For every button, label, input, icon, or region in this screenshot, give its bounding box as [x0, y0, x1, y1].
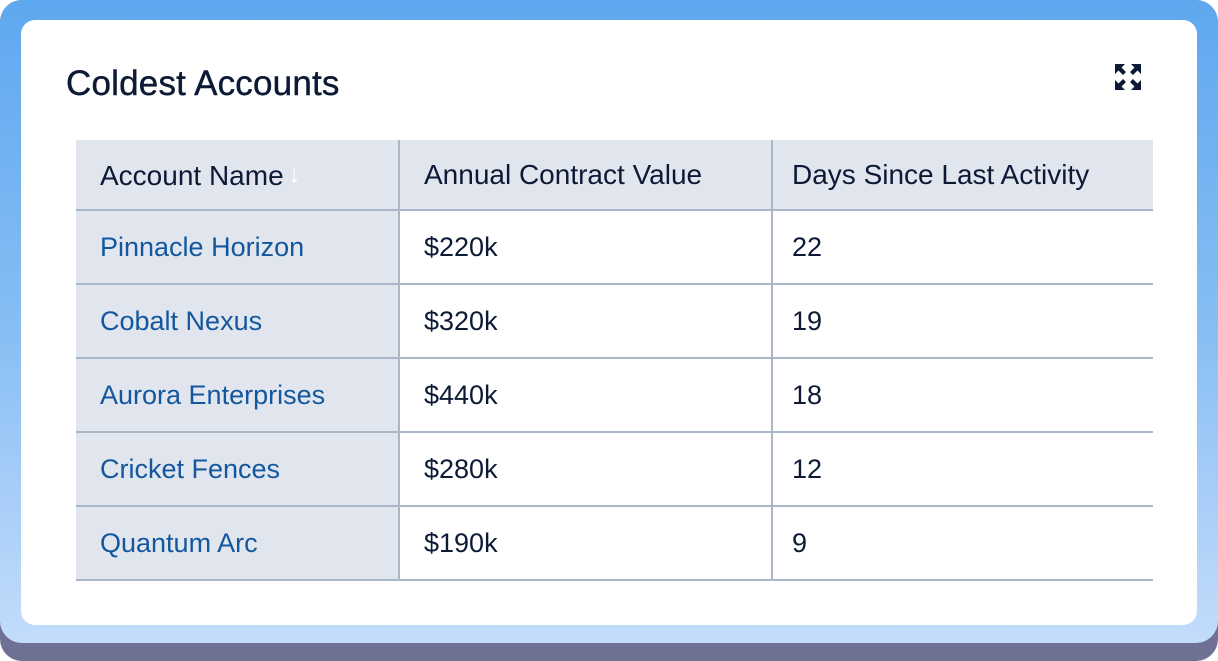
account-link[interactable]: Pinnacle Horizon [100, 231, 305, 262]
account-link[interactable]: Quantum Arc [100, 527, 258, 558]
table-row: Cobalt Nexus $320k 19 [76, 284, 1153, 359]
column-header-account-name[interactable]: Account Name ↓ [76, 140, 400, 211]
accounts-table: Account Name ↓ Annual Contract Value Days… [76, 140, 1153, 581]
expand-arrows-icon [1113, 62, 1143, 92]
days-since-last-activity-cell: 9 [772, 506, 1153, 581]
days-since-last-activity-cell: 19 [772, 284, 1153, 359]
account-name-cell: Pinnacle Horizon [76, 210, 400, 285]
column-header-label: Account Name [100, 159, 284, 191]
arrow-down-icon[interactable]: ↓ [287, 157, 301, 188]
days-since-last-activity-cell: 22 [772, 210, 1153, 285]
column-header-annual-contract-value[interactable]: Annual Contract Value [399, 140, 773, 211]
table-row: Cricket Fences $280k 12 [76, 432, 1153, 507]
card-title: Coldest Accounts [66, 64, 340, 103]
table-row: Quantum Arc $190k 9 [76, 506, 1153, 581]
column-header-label: Days Since Last Activity [792, 158, 1090, 190]
account-name-cell: Quantum Arc [76, 506, 400, 581]
annual-contract-value-cell: $280k [399, 432, 773, 507]
account-link[interactable]: Cobalt Nexus [100, 305, 263, 336]
expand-button[interactable] [1113, 62, 1143, 92]
account-name-cell: Aurora Enterprises [76, 358, 400, 433]
table-header-row: Account Name ↓ Annual Contract Value Days… [76, 140, 1153, 211]
account-link[interactable]: Aurora Enterprises [100, 379, 326, 410]
account-link[interactable]: Cricket Fences [100, 453, 281, 484]
widget-frame-gradient: Coldest Accounts [0, 0, 1218, 643]
annual-contract-value-cell: $190k [399, 506, 773, 581]
annual-contract-value-cell: $220k [399, 210, 773, 285]
annual-contract-value-cell: $440k [399, 358, 773, 433]
annual-contract-value-cell: $320k [399, 284, 773, 359]
table-row: Pinnacle Horizon $220k 22 [76, 210, 1153, 285]
column-header-label: Annual Contract Value [424, 158, 703, 190]
table-row: Aurora Enterprises $440k 18 [76, 358, 1153, 433]
days-since-last-activity-cell: 18 [772, 358, 1153, 433]
account-name-cell: Cobalt Nexus [76, 284, 400, 359]
coldest-accounts-card: Coldest Accounts [21, 20, 1197, 625]
days-since-last-activity-cell: 12 [772, 432, 1153, 507]
account-name-cell: Cricket Fences [76, 432, 400, 507]
column-header-days-since-last-activity[interactable]: Days Since Last Activity [772, 140, 1153, 211]
